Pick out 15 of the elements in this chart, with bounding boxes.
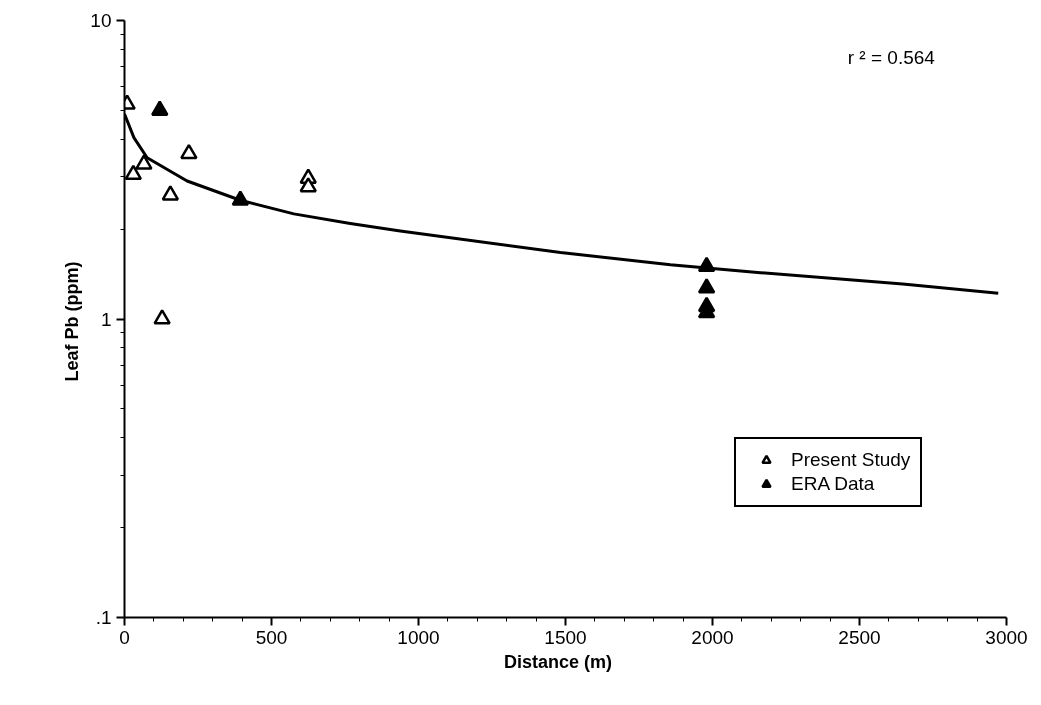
x-tick-label: 1500	[544, 626, 587, 648]
annotation: r ² = 0.564	[847, 47, 936, 69]
legend-label: ERA Data	[791, 473, 875, 495]
y-tick-label: 10	[90, 10, 112, 31]
x-tick-label: 500	[255, 626, 288, 648]
x-tick-label: 3000	[985, 626, 1028, 648]
x-tick-label: 2000	[691, 626, 734, 648]
x-axis-title: Distance (m)	[503, 651, 613, 672]
x-tick-label: 1000	[397, 626, 440, 648]
y-tick-label: .1	[95, 607, 112, 628]
y-axis-title: Leaf Pb (ppm)	[62, 261, 83, 382]
y-tick-label: 1	[100, 308, 112, 330]
x-tick-label: 2500	[838, 626, 881, 648]
x-tick-label: 0	[119, 626, 130, 648]
legend-label: Present Study	[791, 449, 911, 471]
